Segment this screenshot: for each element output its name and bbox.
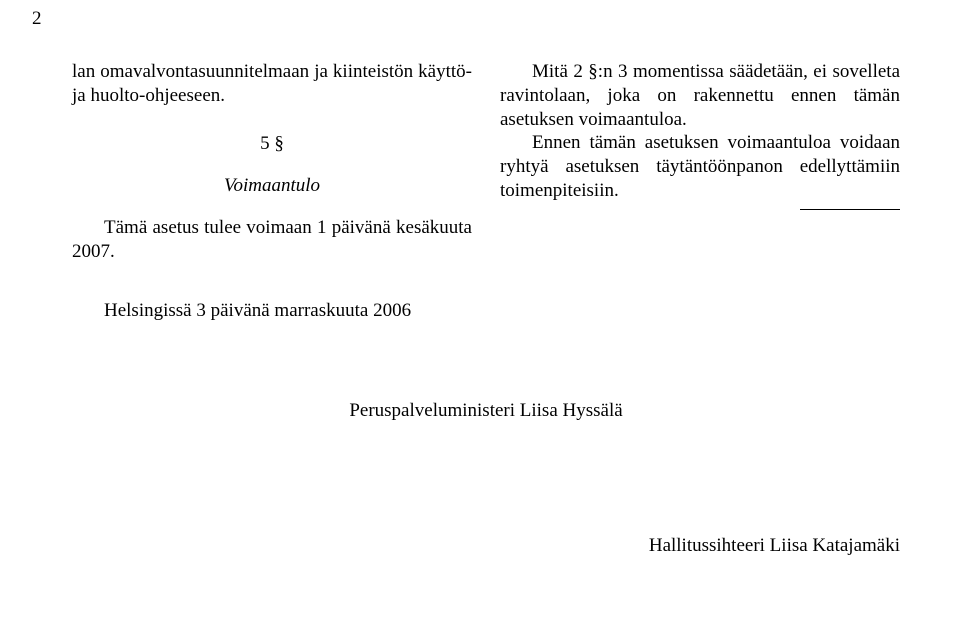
- place-date-line: Helsingissä 3 päivänä marraskuuta 2006: [72, 300, 900, 322]
- minister-signature: Peruspalveluministeri Liisa Hyssälä: [72, 400, 900, 422]
- section-number: 5 §: [72, 132, 472, 156]
- right-para-1: Mitä 2 §:n 3 momentissa säädetään, ei so…: [500, 60, 900, 131]
- right-column: Mitä 2 §:n 3 momentissa säädetään, ei so…: [500, 60, 900, 210]
- section-title: Voimaantulo: [72, 174, 472, 198]
- page: 2 lan omavalvontasuunnitelmaan ja kiinte…: [0, 0, 960, 643]
- secretary-signature: Hallitussihteeri Liisa Katajamäki: [72, 535, 900, 557]
- left-para-1: lan omavalvontasuunnitelmaan ja kiinteis…: [72, 60, 472, 108]
- left-column: lan omavalvontasuunnitelmaan ja kiinteis…: [72, 60, 472, 264]
- right-para-2: Ennen tämän asetuksen voimaantuloa voida…: [500, 131, 900, 202]
- page-number: 2: [32, 8, 42, 30]
- divider-line: [800, 209, 900, 210]
- left-para-2: Tämä asetus tulee voimaan 1 päivänä kesä…: [72, 216, 472, 264]
